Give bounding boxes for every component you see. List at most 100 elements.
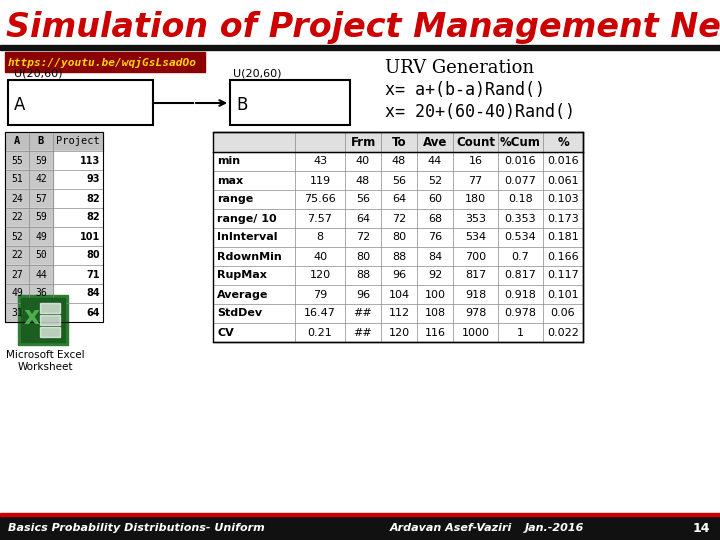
Bar bbox=[345, 266, 381, 285]
Text: 0.016: 0.016 bbox=[547, 157, 579, 166]
Bar bbox=[381, 323, 417, 342]
Bar bbox=[498, 304, 543, 323]
Text: URV Generation: URV Generation bbox=[385, 59, 534, 77]
Text: 101: 101 bbox=[80, 232, 100, 241]
Text: 180: 180 bbox=[465, 194, 486, 205]
Text: 52: 52 bbox=[11, 232, 23, 241]
Bar bbox=[453, 209, 498, 228]
Text: x: x bbox=[24, 305, 40, 329]
Bar bbox=[5, 284, 103, 303]
Text: 80: 80 bbox=[86, 251, 100, 260]
Bar bbox=[213, 247, 295, 266]
Bar bbox=[417, 266, 453, 285]
Bar bbox=[0, 516, 720, 540]
Bar bbox=[5, 208, 103, 227]
Text: 0.21: 0.21 bbox=[307, 327, 333, 338]
Bar bbox=[29, 303, 53, 322]
Text: 0.077: 0.077 bbox=[505, 176, 536, 186]
Text: 75.66: 75.66 bbox=[304, 194, 336, 205]
Bar bbox=[5, 227, 29, 246]
Bar bbox=[417, 171, 453, 190]
Bar bbox=[295, 247, 345, 266]
Text: 0.06: 0.06 bbox=[551, 308, 575, 319]
Bar bbox=[0, 45, 720, 50]
Bar bbox=[417, 247, 453, 266]
Bar bbox=[345, 132, 381, 152]
Text: https://youtu.be/wqjGsLsadOo: https://youtu.be/wqjGsLsadOo bbox=[8, 57, 197, 68]
Text: 43: 43 bbox=[313, 157, 327, 166]
Bar bbox=[498, 285, 543, 304]
Text: 14: 14 bbox=[693, 522, 710, 535]
Bar bbox=[417, 323, 453, 342]
Text: 0.022: 0.022 bbox=[547, 327, 579, 338]
Text: 16: 16 bbox=[469, 157, 482, 166]
Bar bbox=[543, 304, 583, 323]
Text: 64: 64 bbox=[392, 194, 406, 205]
Text: 77: 77 bbox=[469, 176, 482, 186]
Text: 978: 978 bbox=[465, 308, 486, 319]
Text: Frm: Frm bbox=[351, 136, 376, 148]
Text: Ardavan Asef-Vaziri: Ardavan Asef-Vaziri bbox=[390, 523, 513, 533]
Text: 112: 112 bbox=[388, 308, 410, 319]
Bar bbox=[453, 152, 498, 171]
Text: Basics Probability Distributions- Uniform: Basics Probability Distributions- Unifor… bbox=[8, 523, 265, 533]
Text: 31: 31 bbox=[11, 307, 23, 318]
Bar bbox=[5, 170, 29, 189]
Text: %: % bbox=[557, 136, 569, 148]
Bar bbox=[381, 190, 417, 209]
Text: 108: 108 bbox=[424, 308, 446, 319]
Bar bbox=[498, 228, 543, 247]
Bar bbox=[543, 247, 583, 266]
Bar bbox=[498, 190, 543, 209]
Text: 64: 64 bbox=[356, 213, 370, 224]
Text: 59: 59 bbox=[35, 156, 47, 165]
Text: StdDev: StdDev bbox=[217, 308, 262, 319]
Text: 7.57: 7.57 bbox=[307, 213, 333, 224]
Text: To: To bbox=[392, 136, 406, 148]
Bar bbox=[381, 228, 417, 247]
Text: 56: 56 bbox=[356, 194, 370, 205]
Bar bbox=[213, 228, 295, 247]
Text: ##: ## bbox=[354, 327, 372, 338]
Text: 68: 68 bbox=[428, 213, 442, 224]
Text: 0.103: 0.103 bbox=[547, 194, 579, 205]
Text: 93: 93 bbox=[86, 174, 100, 185]
Text: 116: 116 bbox=[425, 327, 446, 338]
Text: 36: 36 bbox=[35, 288, 47, 299]
Text: 71: 71 bbox=[86, 269, 100, 280]
Text: 0.353: 0.353 bbox=[505, 213, 536, 224]
Text: 60: 60 bbox=[428, 194, 442, 205]
Bar bbox=[5, 189, 29, 208]
Text: 353: 353 bbox=[465, 213, 486, 224]
Text: 22: 22 bbox=[11, 213, 23, 222]
Text: 80: 80 bbox=[392, 233, 406, 242]
Bar bbox=[345, 228, 381, 247]
Bar bbox=[543, 323, 583, 342]
Text: 88: 88 bbox=[356, 271, 370, 280]
Text: A: A bbox=[14, 96, 25, 114]
Bar bbox=[381, 171, 417, 190]
Bar bbox=[295, 152, 345, 171]
Text: Project: Project bbox=[56, 137, 100, 146]
Text: B: B bbox=[236, 96, 248, 114]
Bar bbox=[345, 304, 381, 323]
Text: range: range bbox=[217, 194, 253, 205]
Bar bbox=[213, 323, 295, 342]
Bar bbox=[40, 303, 60, 313]
Bar bbox=[345, 323, 381, 342]
Bar bbox=[40, 327, 60, 337]
Text: x= 20+(60-40)Rand(): x= 20+(60-40)Rand() bbox=[385, 103, 575, 121]
Text: min: min bbox=[217, 157, 240, 166]
Bar bbox=[381, 247, 417, 266]
Text: 64: 64 bbox=[86, 307, 100, 318]
Bar bbox=[498, 152, 543, 171]
Bar bbox=[498, 266, 543, 285]
Text: 0.061: 0.061 bbox=[547, 176, 579, 186]
Text: 0.016: 0.016 bbox=[505, 157, 536, 166]
Text: Microsoft Excel: Microsoft Excel bbox=[6, 350, 84, 360]
Text: 0.918: 0.918 bbox=[505, 289, 536, 300]
Text: 82: 82 bbox=[86, 213, 100, 222]
Bar bbox=[213, 266, 295, 285]
Bar bbox=[213, 285, 295, 304]
Text: A: A bbox=[14, 137, 20, 146]
